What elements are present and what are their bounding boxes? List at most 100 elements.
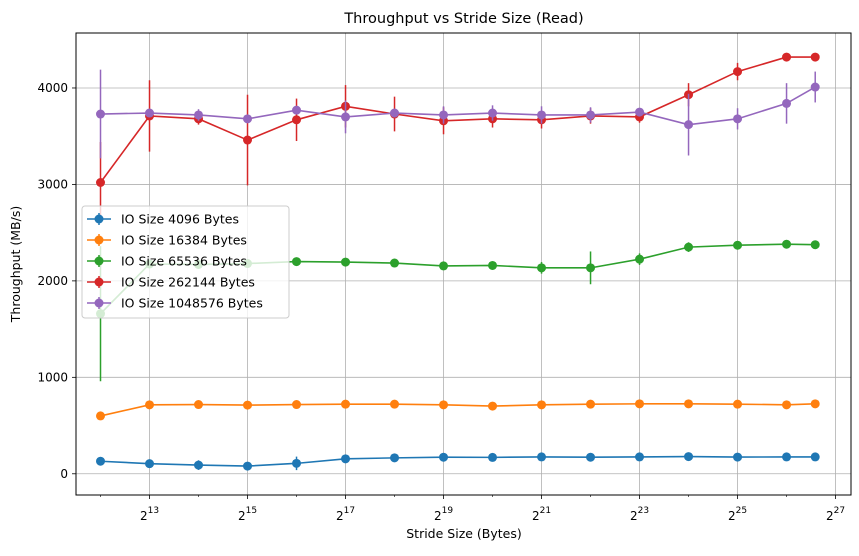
data-point: [635, 452, 645, 462]
data-point: [586, 263, 596, 273]
data-point: [810, 82, 820, 92]
data-point: [782, 452, 792, 462]
x-tick-label: 217: [336, 506, 355, 523]
data-point: [439, 110, 449, 120]
series-line: [99, 56, 816, 183]
x-tick-base: 2: [336, 509, 344, 523]
data-point: [439, 452, 449, 462]
data-point: [439, 261, 449, 271]
data-point: [586, 110, 596, 120]
x-tick-label: 215: [238, 506, 257, 523]
x-tick-base: 2: [728, 509, 736, 523]
data-point: [733, 114, 743, 124]
data-point: [537, 400, 547, 410]
legend-item: IO Size 65536 Bytes: [87, 254, 247, 269]
data-point: [96, 177, 106, 187]
x-tick-exponent: 17: [344, 506, 355, 516]
data-point: [635, 107, 645, 117]
legend-label: IO Size 262144 Bytes: [121, 275, 255, 290]
data-point: [684, 242, 694, 252]
legend-marker: [94, 214, 104, 224]
data-point: [390, 258, 400, 268]
legend-item: IO Size 16384 Bytes: [87, 233, 247, 248]
x-tick-exponent: 23: [638, 506, 649, 516]
legend-label: IO Size 16384 Bytes: [121, 233, 247, 248]
data-point: [96, 411, 106, 421]
x-tick-exponent: 25: [736, 506, 747, 516]
series-line: [100, 86, 816, 126]
data-point: [341, 399, 351, 409]
data-point: [733, 452, 743, 462]
legend-marker: [94, 277, 104, 287]
x-tick-exponent: 21: [540, 506, 551, 516]
data-point: [537, 110, 547, 120]
data-point: [733, 399, 743, 409]
data-point: [243, 114, 253, 124]
data-point: [243, 135, 253, 145]
legend-item: IO Size 1048576 Bytes: [87, 296, 263, 311]
tick-layer: 213 215 217 219 221 223 225 2270100020003000400…: [37, 81, 845, 523]
x-tick-label: 223: [630, 506, 649, 523]
legend: IO Size 4096 Bytes IO Size 16384 Bytes IO …: [81, 205, 290, 319]
data-point: [537, 263, 547, 273]
data-point: [194, 110, 204, 120]
y-tick-label: 0: [60, 467, 68, 481]
x-tick-exponent: 13: [148, 506, 159, 516]
x-tick-base: 2: [532, 509, 540, 523]
data-point: [488, 260, 498, 270]
data-point: [684, 120, 694, 130]
plot-frame: [75, 32, 852, 496]
y-axis-label: Throughput (MB/s): [8, 206, 23, 323]
x-tick-base: 2: [630, 509, 638, 523]
x-tick-label: 227: [826, 506, 845, 523]
x-tick-exponent: 27: [834, 506, 845, 516]
data-point: [390, 399, 400, 409]
data-point: [292, 400, 302, 410]
series-2: [96, 399, 820, 421]
data-point: [292, 257, 302, 267]
data-point: [488, 108, 498, 118]
data-point: [488, 401, 498, 411]
legend-label: IO Size 65536 Bytes: [121, 254, 247, 269]
data-point: [341, 454, 351, 464]
data-point: [292, 458, 302, 468]
data-point: [194, 400, 204, 410]
data-point: [488, 452, 498, 462]
x-tick-label: 225: [728, 506, 747, 523]
x-tick-base: 2: [826, 509, 834, 523]
data-point: [145, 400, 155, 410]
y-tick-label: 3000: [37, 177, 68, 191]
data-point: [810, 452, 820, 462]
series-5: [96, 69, 820, 159]
y-tick-label: 1000: [37, 370, 68, 384]
chart-title: Throughput vs Stride Size (Read): [343, 11, 583, 27]
x-tick-base: 2: [140, 509, 148, 523]
data-point: [243, 461, 253, 471]
data-point: [537, 452, 547, 462]
data-point: [733, 67, 743, 77]
legend-item: IO Size 4096 Bytes: [87, 212, 239, 227]
y-tick-label: 4000: [37, 81, 68, 95]
legend-marker: [94, 298, 104, 308]
data-point: [145, 108, 155, 118]
legend-marker: [94, 235, 104, 245]
data-point: [733, 240, 743, 250]
data-point: [194, 460, 204, 470]
x-tick-exponent: 19: [442, 506, 454, 516]
legend-label: IO Size 1048576 Bytes: [121, 296, 263, 311]
series-line: [100, 403, 816, 417]
data-point: [635, 254, 645, 264]
legend-marker: [94, 256, 104, 266]
x-tick-base: 2: [238, 509, 246, 523]
data-point: [145, 459, 155, 469]
data-point: [96, 456, 106, 466]
series-line: [100, 455, 816, 467]
data-point: [341, 257, 351, 267]
data-point: [292, 105, 302, 115]
data-point: [782, 239, 792, 249]
data-point: [810, 240, 820, 250]
data-point: [684, 399, 694, 409]
data-point: [782, 400, 792, 410]
